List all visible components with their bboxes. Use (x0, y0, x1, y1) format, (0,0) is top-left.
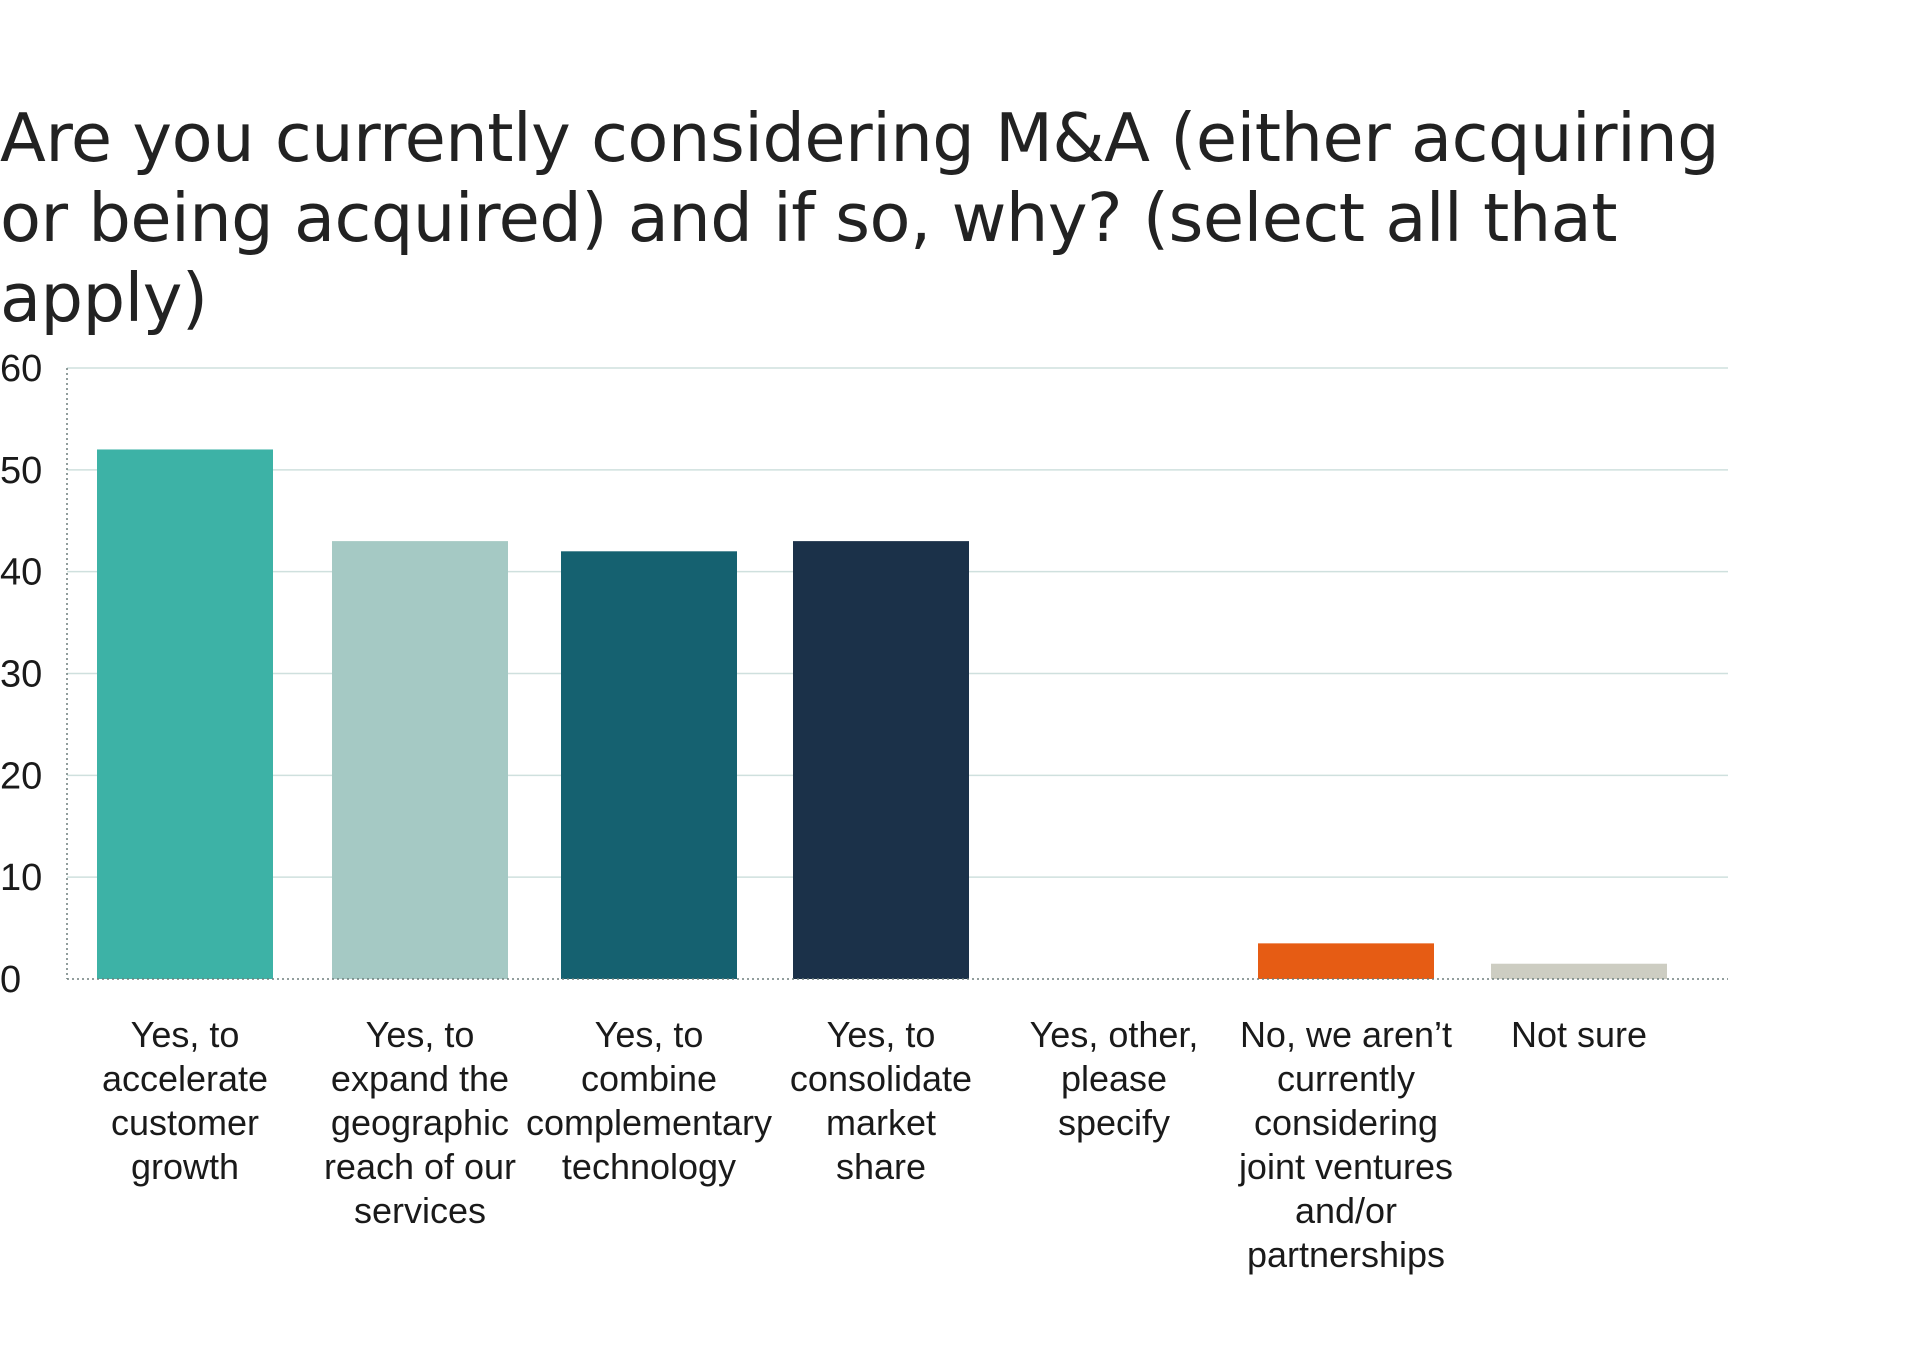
x-category-label: Yes, other, please specify (1029, 1014, 1199, 1143)
x-category-label: Yes, to combine complementary technology (525, 1014, 773, 1187)
bar-1 (97, 449, 273, 979)
bar-4 (793, 541, 969, 979)
y-tick-label: 40 (0, 552, 42, 594)
chart-title: Are you currently considering M&A (eithe… (0, 99, 1720, 337)
bar-3 (561, 551, 737, 979)
bars (97, 449, 1667, 979)
bar-7 (1491, 963, 1667, 979)
y-tick-label: 10 (0, 857, 42, 899)
bar-2 (332, 541, 508, 979)
y-tick-label: 0 (0, 959, 21, 1001)
bar-6 (1258, 943, 1434, 979)
x-category-label: Yes, to accelerate customer growth (101, 1014, 269, 1187)
y-tick-label: 50 (0, 450, 42, 492)
y-tick-labels: 0 10 20 30 40 50 60 (0, 348, 42, 1001)
y-tick-label: 60 (0, 348, 42, 390)
x-category-label: Yes, to expand the geographic reach of our s… (323, 1014, 517, 1231)
x-category-label: Not sure (1510, 1014, 1648, 1055)
axes (66, 368, 1728, 980)
y-tick-label: 30 (0, 654, 42, 696)
y-tick-label: 20 (0, 755, 42, 797)
x-category-label: Yes, to consolidate market share (789, 1014, 973, 1187)
x-category-label: No, we aren’t currently considering joint v… (1238, 1014, 1454, 1275)
